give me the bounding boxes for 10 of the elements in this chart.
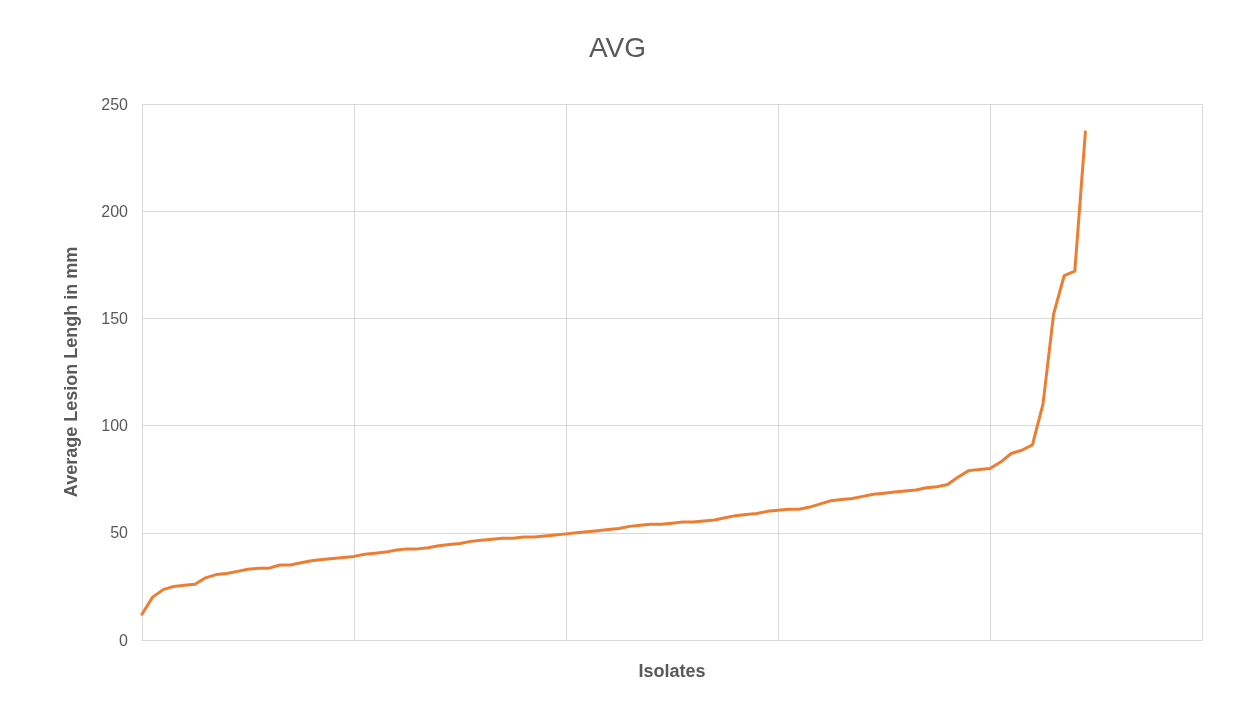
y-tick-label: 150 [101,309,129,327]
y-axis-title: Average Lesion Lengh in mm [61,246,81,498]
y-tick-label: 100 [101,417,129,435]
x-axis-title: Isolates [638,661,706,681]
y-tick-label: 50 [110,524,129,542]
y-tick-label: 200 [101,202,129,220]
y-tick-label: 0 [119,631,129,649]
y-tick-label: 250 [101,95,129,113]
line-series [140,130,1087,616]
chart-title: AVG [588,31,647,63]
